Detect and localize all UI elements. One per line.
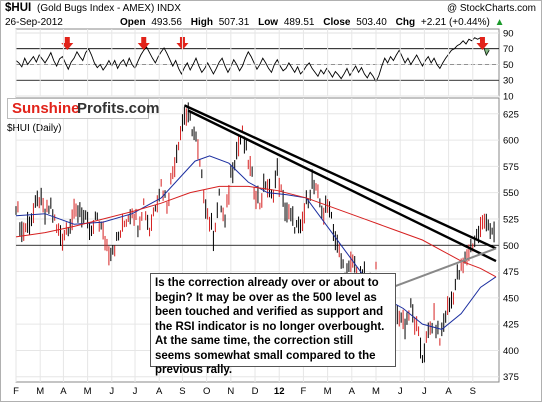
moving-average-short: [15, 155, 497, 330]
close-label: Close: [323, 17, 351, 28]
price-tick-label: 475: [503, 267, 519, 278]
x-tick-label: A: [445, 386, 452, 397]
price-tick-label: 575: [503, 162, 519, 173]
x-tick-label: J: [398, 386, 403, 397]
x-tick-label: M: [36, 386, 44, 397]
low-label: Low: [258, 17, 278, 28]
x-tick-label: F: [13, 386, 19, 397]
close-value: 503.40: [356, 17, 387, 28]
rsi-tick-label: 90: [503, 28, 514, 39]
price-tick-label: 375: [503, 372, 519, 383]
x-tick-label: S: [470, 386, 476, 397]
arrow-shaft: [479, 37, 485, 43]
arrow-shaft: [141, 37, 147, 43]
down-arrow-icon: [137, 37, 150, 50]
rsi-tick-label: 30: [503, 76, 514, 87]
x-tick-label: A: [349, 386, 356, 397]
low-value: 489.51: [284, 17, 315, 28]
rsi-tick-label: 70: [503, 44, 514, 55]
rsi-overbought-fill: [480, 37, 490, 56]
open-label: Open: [120, 17, 146, 28]
price-tick-label: 525: [503, 214, 519, 225]
price-tick-label: 425: [503, 320, 519, 331]
price-tick-label: 625: [503, 109, 519, 120]
chg-label: Chg: [396, 17, 415, 28]
chart-date: 26-Sep-2012: [5, 17, 63, 28]
x-tick-label: A: [60, 386, 67, 397]
arrow-shaft: [64, 37, 70, 43]
rsi-line: [15, 37, 490, 83]
price-tick-label: 450: [503, 293, 519, 304]
x-tick-label: A: [156, 386, 163, 397]
x-tick-label: N: [227, 386, 234, 397]
rsi-panel: [15, 28, 500, 97]
resistance-trendline: [187, 109, 497, 263]
down-arrow-icon: [61, 37, 74, 50]
x-tick-label: J: [109, 386, 114, 397]
chg-value: +2.21 (+0.44%): [421, 17, 490, 28]
arrow-head: [476, 43, 489, 50]
price-tick-label: 600: [503, 136, 519, 147]
high-value: 507.31: [219, 17, 250, 28]
x-tick-label: M: [324, 386, 332, 397]
price-tick-label: 550: [503, 188, 519, 199]
sunshine-profits-logo: Sunshine Profits.com: [7, 98, 160, 119]
chg-up-icon: ▲: [495, 17, 505, 28]
ohlc-line: Open 493.56 High 507.31 Low 489.51 Close…: [120, 17, 505, 28]
x-tick-label: M: [372, 386, 380, 397]
price-tick-label: 500: [503, 241, 519, 252]
x-tick-label: D: [252, 386, 259, 397]
open-value: 493.56: [151, 17, 182, 28]
chart-credit: @ StockCharts.com: [447, 3, 536, 14]
resistance-trendline: [183, 104, 497, 250]
x-tick-label: J: [133, 386, 138, 397]
down-arrow-icon: [476, 37, 489, 50]
chart-index-name: (Gold Bugs Index - AMEX) INDX: [37, 3, 181, 14]
price-panel-label: $HUI (Daily): [7, 123, 61, 134]
x-tick-label: 12: [274, 386, 285, 397]
moving-average-long: [15, 185, 497, 278]
x-tick-label: S: [179, 386, 185, 397]
price-tick-label: 400: [503, 346, 519, 357]
chart-symbol: $HUI: [5, 2, 31, 14]
support-trendline: [383, 247, 497, 292]
arrow-head: [61, 43, 74, 50]
high-label: High: [191, 17, 213, 28]
rsi-tick-label: 50: [503, 60, 514, 71]
rsi-tick-label: 10: [503, 92, 514, 103]
logo-part2: Profits.com: [77, 100, 160, 117]
x-tick-label: M: [84, 386, 92, 397]
arrow-head: [137, 43, 150, 50]
x-tick-label: F: [301, 386, 307, 397]
logo-part1: Sunshine: [12, 100, 80, 117]
x-tick-label: J: [422, 386, 427, 397]
x-tick-label: O: [203, 386, 210, 397]
annotation-text: Is the correction already over or about …: [150, 273, 396, 376]
